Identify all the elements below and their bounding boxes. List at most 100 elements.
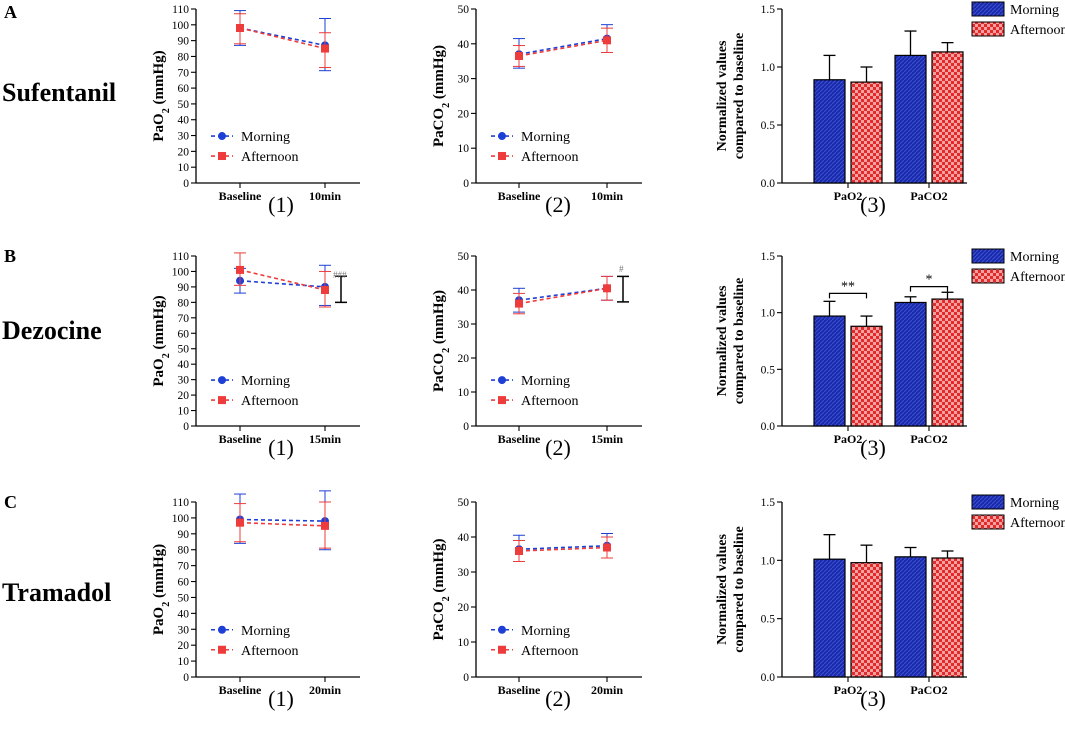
legend-marker-morning	[498, 376, 506, 385]
x-tick-label: PaO2	[834, 189, 863, 203]
drug-name: Dezocine	[2, 316, 102, 345]
y-tick-label: 0	[463, 421, 469, 433]
panel-label: (2)	[545, 435, 571, 460]
x-tick-label: 15min	[309, 432, 341, 446]
y-tick-label: 1.5	[761, 497, 776, 509]
legend-label: Afternoon	[241, 644, 299, 659]
morning-series-line	[518, 544, 608, 551]
panel-label: (3)	[860, 435, 886, 460]
x-tick-label: 20min	[309, 683, 341, 697]
sig-bracket	[828, 292, 868, 299]
legend-marker-afternoon	[498, 152, 506, 161]
legend-label: Morning	[241, 374, 290, 389]
chart-C3: (3) 0.0 0.5 1.0 1.5 PaO2 PaCO2 Normalized value…	[715, 494, 1065, 711]
y-tick-label: 60	[178, 577, 190, 589]
y-tick-label: 60	[178, 83, 190, 95]
morning-series-line	[239, 279, 326, 288]
y-tick-label: 1.0	[761, 308, 776, 320]
y-tick-label: 30	[178, 131, 190, 143]
chart-A3: (3) 0.0 0.5 1.0 1.5 PaO2 PaCO2 Normalized value…	[715, 1, 1065, 217]
morning-bar	[813, 315, 846, 427]
morning-bar	[813, 558, 846, 678]
y-tick-label: 50	[178, 592, 190, 604]
chart-C2: (2) 0 10 20 30 40 50 Baseline 20min PaCO2 (mmHg) M…	[431, 497, 642, 711]
y-tick-label: 40	[458, 285, 470, 297]
afternoon-bar	[850, 325, 883, 427]
legend-label: Afternoon	[521, 394, 579, 409]
y-tick-label: 80	[178, 297, 190, 309]
y-axis-label-line2: compared to baseline	[732, 278, 747, 405]
y-tick-label: 50	[458, 251, 470, 263]
y-tick-label: 30	[458, 319, 470, 331]
y-tick-label: 20	[178, 390, 190, 402]
y-axis-label-line2: compared to baseline	[732, 33, 747, 160]
morning-series-line	[518, 287, 608, 301]
y-tick-label: 110	[172, 4, 189, 16]
legend-label: Morning	[241, 130, 290, 145]
y-tick-label: 10	[458, 637, 470, 649]
y-tick-label: 30	[178, 375, 190, 387]
legend-marker-afternoon	[218, 645, 226, 654]
afternoon-bar	[850, 562, 883, 678]
legend-marker-morning	[218, 376, 226, 385]
panel-label: (3)	[860, 192, 886, 217]
y-tick-label: 80	[178, 51, 190, 63]
afternoon-point	[236, 265, 244, 274]
legend-label: Morning	[521, 374, 570, 389]
y-tick-label: 0.5	[761, 364, 776, 376]
y-tick-label: 70	[178, 561, 190, 573]
legend-label: Morning	[521, 624, 570, 639]
morning-bar	[894, 54, 927, 184]
morning-bar	[813, 79, 846, 184]
y-axis-label: PaCO2 (mmHg)	[431, 538, 452, 640]
y-tick-label: 10	[458, 143, 470, 155]
y-tick-label: 100	[172, 266, 190, 278]
chart-A2: (2) 0 10 20 30 40 50 Baseline 10min PaCO2 (mmHg) M…	[431, 4, 642, 217]
legend-label: Afternoon	[1010, 23, 1065, 38]
panel-label: (2)	[545, 686, 571, 711]
panel-label: (2)	[545, 192, 571, 217]
legend-label: Afternoon	[241, 394, 299, 409]
afternoon-series-line	[239, 521, 326, 527]
y-axis-label-line1: Normalized values	[715, 534, 730, 645]
afternoon-series-line	[239, 27, 326, 50]
morning-series-line	[239, 518, 326, 522]
x-tick-label: PaO2	[834, 683, 863, 697]
chart-A1: (1) 0 10 20 30 40 50 60 70 80 90 100 110 Baseline 10mi…	[151, 4, 360, 217]
afternoon-point	[515, 51, 523, 60]
sig-annotation: ###	[333, 270, 347, 280]
y-tick-label: 0	[463, 178, 469, 190]
y-tick-label: 50	[458, 497, 470, 509]
y-tick-label: 90	[178, 529, 190, 541]
y-tick-label: 80	[178, 545, 190, 557]
afternoon-bar	[931, 557, 964, 678]
afternoon-bar	[931, 51, 964, 184]
x-tick-label: 10min	[309, 189, 341, 203]
y-tick-label: 40	[458, 532, 470, 544]
y-axis-label: PaCO2 (mmHg)	[431, 290, 452, 392]
y-tick-label: 110	[172, 497, 189, 509]
y-tick-label: 50	[178, 99, 190, 111]
afternoon-bar	[931, 298, 964, 427]
legend-marker-afternoon	[498, 645, 506, 654]
y-tick-label: 30	[458, 567, 470, 579]
legend-label: Morning	[1010, 3, 1059, 18]
x-tick-label: 15min	[591, 432, 623, 446]
x-tick-label: Baseline	[498, 189, 541, 203]
afternoon-series-line	[518, 39, 608, 57]
afternoon-point	[515, 299, 523, 308]
y-tick-label: 20	[178, 640, 190, 652]
y-tick-label: 40	[178, 359, 190, 371]
y-tick-label: 0	[183, 421, 189, 433]
legend-label: Morning	[1010, 250, 1059, 265]
morning-series-line	[239, 27, 326, 47]
afternoon-point	[321, 44, 329, 53]
y-tick-label: 1.0	[761, 62, 776, 74]
y-axis-label: PaO2 (mmHg)	[151, 295, 172, 386]
afternoon-point	[603, 284, 611, 293]
y-tick-label: 20	[458, 108, 470, 120]
y-axis-label: PaCO2 (mmHg)	[431, 45, 452, 147]
drug-name: Sufentanil	[2, 78, 116, 107]
